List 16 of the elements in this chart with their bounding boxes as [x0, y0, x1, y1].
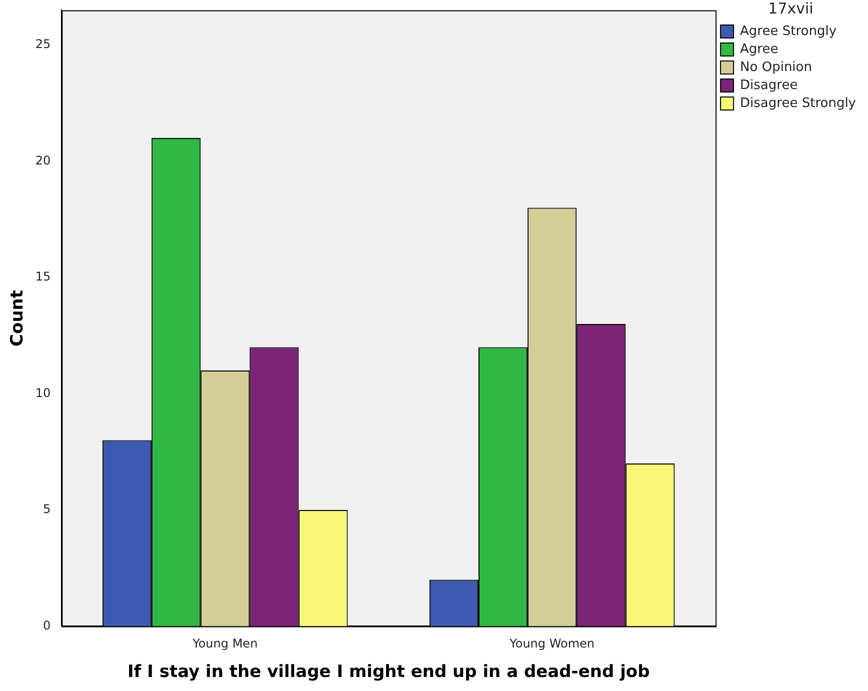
y-tick-label: 15 — [35, 270, 51, 284]
legend-label: Agree Strongly — [740, 24, 837, 39]
legend-label: Disagree Strongly — [740, 96, 856, 111]
y-tick-label: 10 — [35, 386, 51, 400]
y-tick-label: 5 — [43, 502, 51, 516]
y-tick-label: 20 — [35, 153, 51, 168]
x-tick-label: Young Women — [508, 636, 595, 651]
legend-label: Disagree — [740, 78, 798, 93]
x-tick-label: Young Men — [192, 636, 258, 651]
legend-title: 17xvii — [768, 0, 814, 18]
legend-label: No Opinion — [740, 60, 812, 75]
y-tick-label: 25 — [35, 37, 51, 52]
y-tick-label: 0 — [43, 618, 51, 632]
x-axis-title: If I stay in the village I might end up in a dead-end job — [127, 662, 650, 682]
legend-label: Agree — [740, 42, 778, 57]
y-axis-title: Count — [8, 290, 28, 346]
